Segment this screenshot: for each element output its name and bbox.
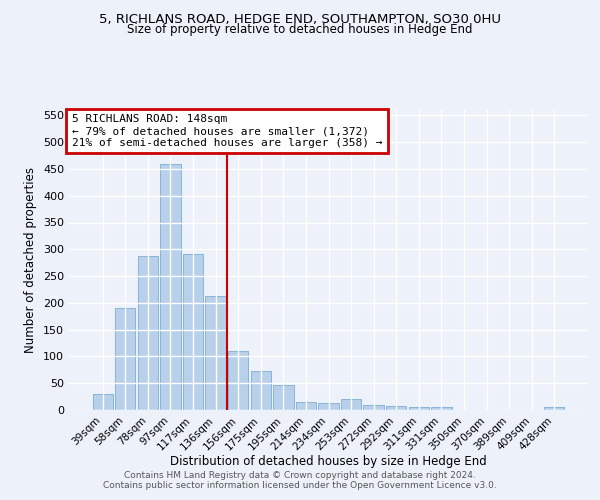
Bar — [251, 372, 271, 410]
Bar — [386, 406, 406, 410]
Bar — [273, 385, 293, 410]
Bar — [92, 394, 113, 410]
Bar — [364, 404, 384, 410]
Y-axis label: Number of detached properties: Number of detached properties — [25, 167, 37, 353]
Text: Contains HM Land Registry data © Crown copyright and database right 2024.
Contai: Contains HM Land Registry data © Crown c… — [103, 470, 497, 490]
Bar — [205, 296, 226, 410]
Text: 5, RICHLANS ROAD, HEDGE END, SOUTHAMPTON, SO30 0HU: 5, RICHLANS ROAD, HEDGE END, SOUTHAMPTON… — [99, 12, 501, 26]
Bar — [296, 402, 316, 410]
Bar — [341, 400, 361, 410]
Bar — [183, 254, 203, 410]
Bar — [544, 408, 565, 410]
Bar — [228, 351, 248, 410]
Bar — [138, 256, 158, 410]
Text: Size of property relative to detached houses in Hedge End: Size of property relative to detached ho… — [127, 22, 473, 36]
Bar — [160, 164, 181, 410]
Text: 5 RICHLANS ROAD: 148sqm
← 79% of detached houses are smaller (1,372)
21% of semi: 5 RICHLANS ROAD: 148sqm ← 79% of detache… — [71, 114, 382, 148]
Bar — [115, 308, 136, 410]
Bar — [319, 403, 338, 410]
Bar — [431, 408, 452, 410]
Bar — [409, 408, 429, 410]
Text: Distribution of detached houses by size in Hedge End: Distribution of detached houses by size … — [170, 455, 487, 468]
